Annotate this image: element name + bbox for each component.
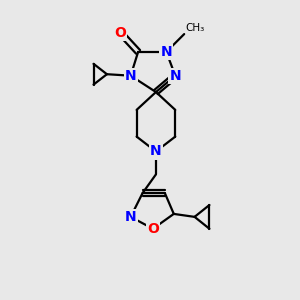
- Text: N: N: [150, 145, 162, 158]
- Text: N: N: [125, 69, 136, 83]
- Text: CH₃: CH₃: [186, 22, 205, 33]
- Text: O: O: [114, 26, 126, 40]
- Text: N: N: [169, 69, 181, 83]
- Text: N: N: [160, 45, 172, 59]
- Text: O: O: [147, 222, 159, 236]
- Text: N: N: [125, 210, 136, 224]
